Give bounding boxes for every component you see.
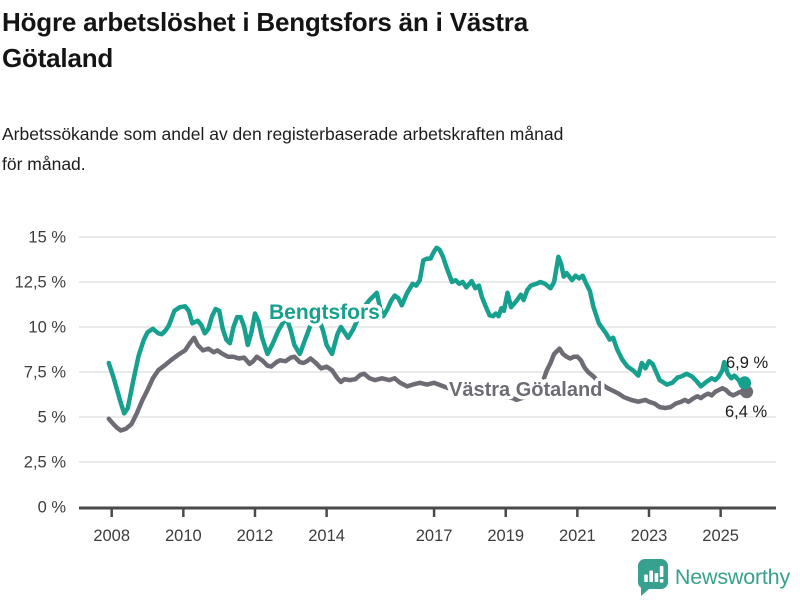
x-tick-label: 2010	[165, 527, 202, 545]
y-tick-label: 0 %	[38, 499, 67, 517]
x-tick-label: 2008	[93, 527, 130, 545]
endpoint-dot-bengtsfors	[738, 376, 752, 390]
series-line-vastra-gotaland	[106, 335, 747, 433]
endpoint-value-bengtsfors: 6,9 %	[726, 354, 769, 372]
series-line-bengtsfors	[106, 245, 747, 416]
x-tick-label: 2023	[631, 527, 668, 545]
x-tick-label: 2014	[308, 527, 345, 545]
newsworthy-icon	[637, 558, 668, 596]
y-tick-label: 2,5 %	[24, 454, 67, 472]
page-title: Högre arbetslöshet i Bengtsfors än i Väs…	[2, 7, 528, 73]
y-tick-label: 5 %	[38, 409, 67, 427]
y-tick-label: 15 %	[28, 229, 66, 247]
x-tick-label: 2025	[702, 527, 739, 545]
y-tick-label: 12,5 %	[15, 274, 67, 292]
chart-subtitle: Arbetssökande som andel av den registerb…	[2, 124, 564, 174]
x-tick-label: 2012	[237, 527, 274, 545]
newsworthy-logo: Newsworthy	[637, 558, 790, 596]
y-tick-label: 7,5 %	[24, 364, 67, 382]
series-label-vastra-gotaland: Västra Götaland	[449, 379, 602, 401]
x-tick-label: 2019	[487, 527, 524, 545]
newsworthy-wordmark: Newsworthy	[674, 564, 790, 589]
series-label-bengtsfors: Bengtsfors	[269, 301, 380, 324]
y-tick-label: 10 %	[28, 319, 66, 337]
x-tick-label: 2021	[559, 527, 596, 545]
x-tick-label: 2017	[416, 527, 453, 545]
endpoint-value-vastra-gotaland: 6,4 %	[725, 403, 768, 421]
